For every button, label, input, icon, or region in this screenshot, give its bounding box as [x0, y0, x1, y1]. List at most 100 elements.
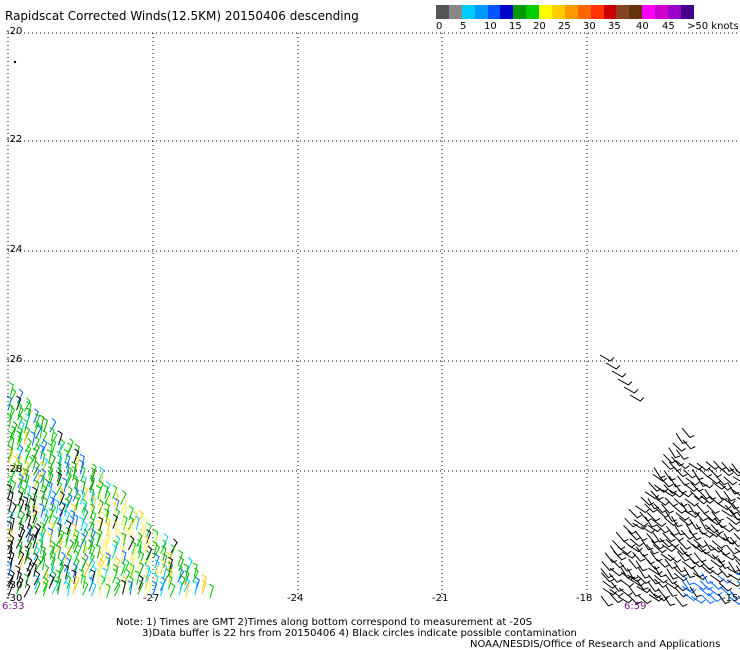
wind-barb — [30, 497, 36, 513]
wind-barb — [201, 579, 207, 595]
wind-barb — [714, 517, 727, 529]
wind-barb — [167, 574, 173, 590]
wind-barb — [51, 579, 59, 595]
wind-barb — [690, 482, 704, 492]
wind-barb — [621, 551, 637, 559]
scale-label: 0 — [436, 21, 443, 32]
wind-barb — [648, 567, 663, 576]
wind-barb — [40, 461, 46, 477]
wind-barb — [97, 528, 103, 544]
wind-barb — [18, 555, 24, 571]
wind-barb — [17, 444, 24, 460]
wind-barb — [647, 574, 661, 585]
wind-barb — [710, 559, 725, 568]
wind-barb — [16, 395, 22, 411]
wind-barb — [39, 549, 47, 565]
wind-barb — [32, 504, 38, 520]
wind-barb — [728, 596, 740, 605]
wind-barb — [72, 513, 79, 529]
wind-speed-color-scale — [436, 5, 694, 19]
wind-barb — [707, 517, 722, 526]
wind-barb — [145, 545, 153, 561]
wind-barb — [32, 540, 38, 555]
wind-barb — [33, 466, 40, 482]
wind-barb — [56, 467, 62, 483]
wind-barb — [90, 495, 97, 511]
wind-barb — [95, 544, 101, 559]
wind-barb — [89, 490, 95, 506]
wind-barb — [26, 562, 34, 578]
wind-barb — [26, 532, 34, 548]
wind-barb — [120, 490, 127, 505]
wind-barb — [51, 438, 57, 454]
wind-barb — [718, 582, 733, 592]
wind-barb — [8, 581, 14, 596]
wind-barb — [22, 479, 28, 495]
wind-barb — [130, 546, 137, 561]
wind-barb — [619, 561, 632, 572]
wind-barb — [81, 498, 88, 514]
scale-swatch — [436, 5, 449, 19]
wind-barb — [96, 519, 102, 535]
wind-barb — [650, 490, 664, 501]
wind-barb — [663, 470, 676, 481]
data-point-marker — [13, 60, 17, 64]
wind-barb — [42, 564, 50, 579]
wind-barb — [65, 581, 71, 597]
scale-swatch — [448, 5, 462, 19]
wind-barb — [131, 511, 138, 526]
wind-barb — [98, 466, 105, 482]
wind-barb — [693, 552, 707, 563]
wind-barb — [8, 381, 14, 397]
wind-barb — [91, 581, 97, 597]
wind-barb — [629, 538, 644, 547]
wind-barb — [16, 447, 22, 463]
wind-barb — [144, 538, 151, 553]
wind-barb — [81, 538, 87, 554]
wind-barb — [66, 574, 72, 590]
scale-swatch — [655, 5, 669, 19]
wind-barb — [80, 557, 87, 572]
wind-barb — [40, 451, 46, 466]
wind-barb — [34, 557, 42, 573]
wind-barb — [688, 462, 703, 471]
wind-barb — [6, 413, 12, 428]
wind-barb — [31, 514, 38, 530]
wind-barb — [80, 574, 86, 589]
wind-barb — [169, 544, 176, 559]
wind-barb — [105, 583, 111, 599]
wind-barb — [728, 589, 740, 600]
wind-barb — [53, 498, 60, 514]
wind-barb — [104, 521, 110, 537]
wind-barb — [687, 503, 700, 515]
wind-barb — [7, 539, 14, 555]
wind-barb — [55, 580, 61, 595]
wind-barb — [153, 573, 159, 589]
wind-barb — [641, 526, 656, 534]
wind-barb — [31, 562, 37, 577]
wind-barb — [99, 511, 106, 526]
wind-barb — [733, 532, 740, 541]
wind-barb — [55, 480, 63, 496]
wind-barb — [694, 495, 708, 505]
wind-barb — [653, 503, 668, 514]
wind-barb — [159, 576, 166, 592]
wind-barb — [648, 588, 662, 599]
wind-barb — [40, 555, 46, 571]
wind-barb — [655, 497, 670, 506]
wind-barb — [697, 544, 711, 555]
scale-label: 15 — [509, 21, 522, 32]
wind-barb — [153, 564, 159, 579]
wind-barb — [160, 559, 166, 574]
wind-barb — [46, 484, 52, 500]
wind-barb — [691, 596, 706, 604]
wind-barb — [711, 540, 726, 549]
wind-barb — [18, 420, 25, 436]
wind-barb — [56, 576, 62, 592]
wind-barb — [136, 543, 142, 559]
note-line-2: 3)Data buffer is 22 hrs from 20150406 4)… — [142, 628, 577, 639]
wind-barb — [667, 554, 682, 563]
wind-barb — [66, 493, 73, 508]
wind-barb — [17, 473, 24, 489]
wind-barb — [66, 485, 73, 501]
